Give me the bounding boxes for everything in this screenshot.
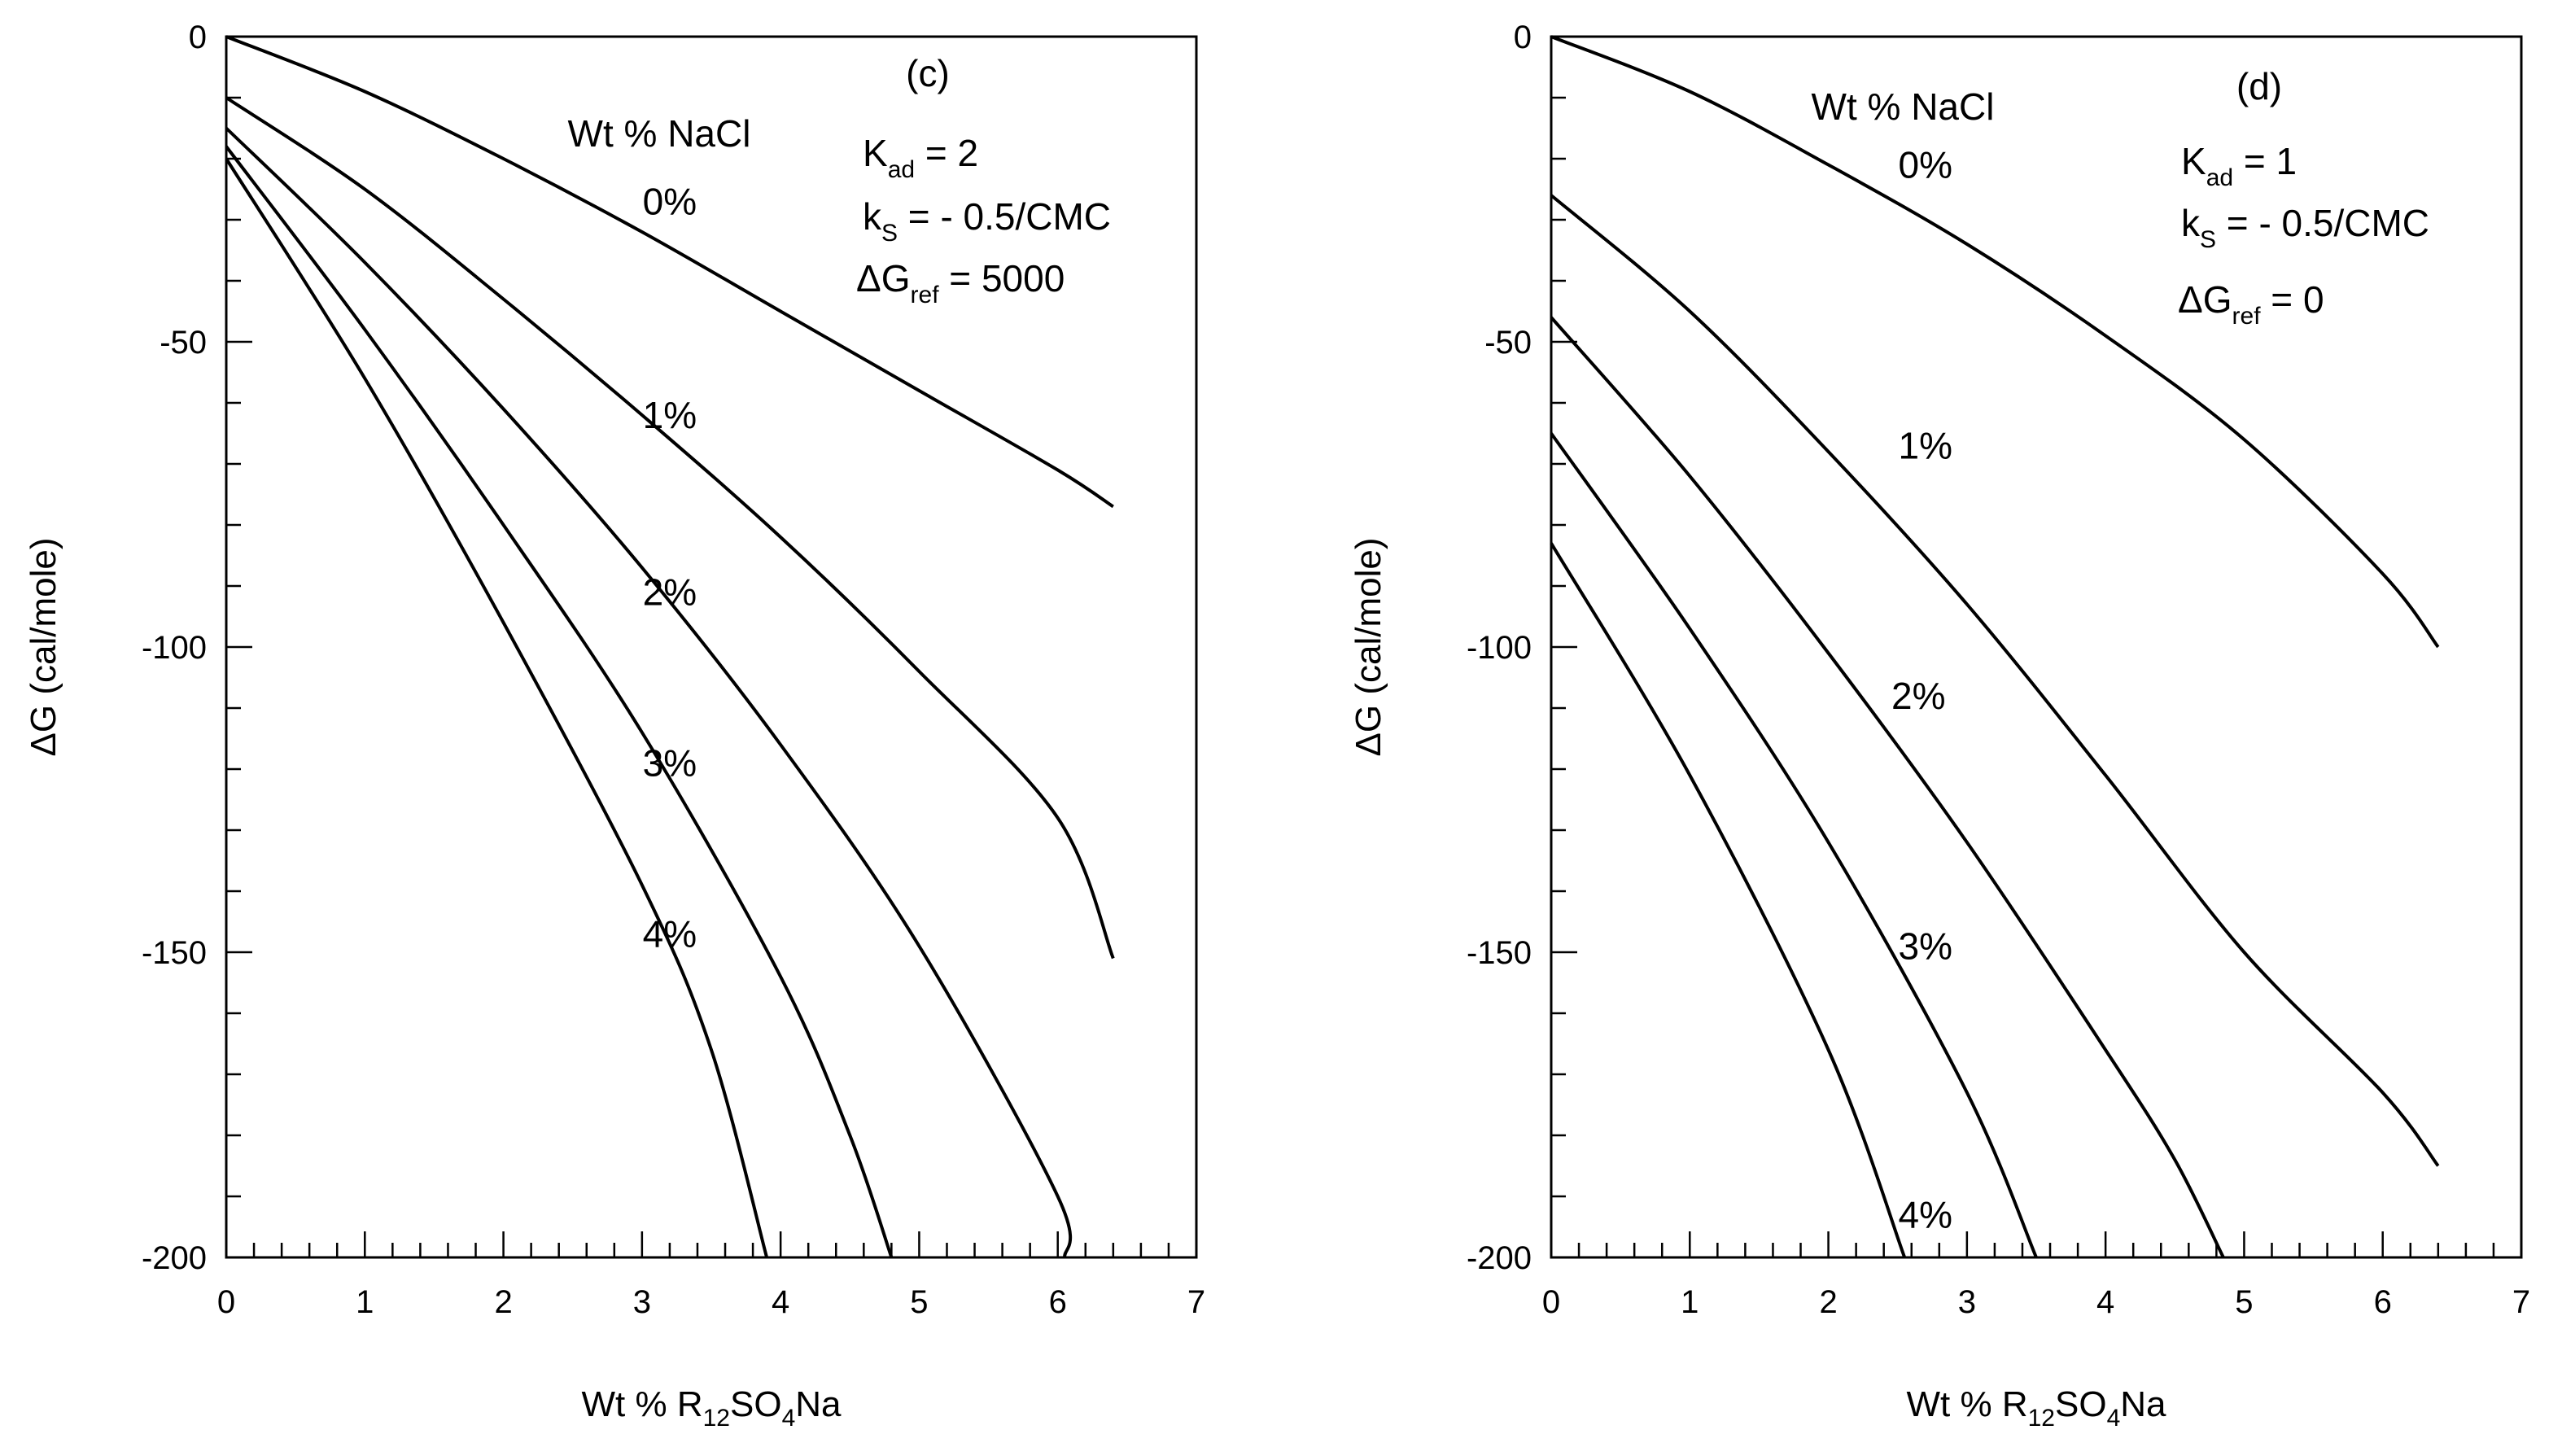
curve-label: 3% [643,742,697,785]
param-annotation: kS = - 0.5/CMC [863,195,1111,247]
x-tick-label: 6 [2374,1284,2392,1320]
x-tick-label: 3 [1958,1284,1976,1320]
series-line-3pct [225,145,894,1258]
series-line-4pct [225,157,769,1258]
y-axis-title: ΔG (cal/mole) [24,538,63,757]
x-axis-title-tail: Na [2120,1384,2166,1424]
param-value: = - 0.5/CMC [2216,202,2429,244]
x-tick-label: 0 [1542,1284,1560,1320]
legend-title: Wt % NaCl [1812,85,1995,128]
param-subscript: S [2200,226,2216,253]
series-line-3pct [1550,432,2038,1258]
curve-label: 4% [1899,1194,1952,1236]
param-value: = 1 [2233,140,2297,182]
series-line-0pct [1550,35,2440,649]
param-base: k [2181,202,2201,244]
curve-label: 2% [1891,675,1945,717]
param-annotation: ΔGref = 5000 [856,257,1065,308]
curve-label: 4% [643,913,697,955]
curve-label: 2% [643,571,697,614]
x-axis-title-mid: SO [730,1384,782,1424]
curve-label: 0% [643,181,697,223]
param-annotation: Kad = 1 [2181,140,2297,191]
y-tick-label: -100 [1467,630,1532,666]
param-base: K [2181,140,2206,182]
param-value: = 5000 [939,257,1065,300]
param-base: K [863,132,888,174]
param-subscript: S [881,220,898,247]
param-value: = 2 [915,132,978,174]
x-axis-title-main: Wt % R [582,1384,703,1424]
y-tick-label: -200 [1467,1240,1532,1276]
x-axis-title: Wt % R12SO4Na [582,1384,842,1432]
x-axis-title-sub: 4 [782,1405,796,1432]
param-base: k [863,195,882,238]
param-base: ΔG [856,257,911,300]
y-tick-label: -50 [1484,325,1532,361]
x-axis-title-sub: 12 [703,1405,730,1432]
param-annotation: kS = - 0.5/CMC [2181,202,2429,253]
x-axis-title-main: Wt % R [1907,1384,2028,1424]
x-axis-title-sub: 12 [2028,1405,2055,1432]
series-line-0pct [225,35,1114,509]
series-line-1pct [225,96,1115,960]
series-line-1pct [1550,194,2440,1167]
x-tick-label: 5 [2235,1284,2253,1320]
x-axis-title-mid: SO [2055,1384,2107,1424]
param-subscript: ad [2206,164,2233,191]
x-tick-label: 0 [217,1284,235,1320]
y-tick-label: -200 [142,1240,207,1276]
x-tick-label: 4 [2096,1284,2114,1320]
x-axis-title-tail: Na [795,1384,842,1424]
curve-label: 1% [643,394,697,436]
x-axis-title-sub: 4 [2107,1405,2121,1432]
x-axis-title: Wt % R12SO4Na [1907,1384,2167,1432]
x-tick-label: 1 [1681,1284,1699,1320]
param-value: = - 0.5/CMC [898,195,1111,238]
curve-label: 1% [1899,425,1952,467]
y-tick-label: 0 [189,20,207,55]
x-tick-label: 2 [494,1284,512,1320]
x-tick-label: 6 [1049,1284,1067,1320]
curve-label: 0% [1899,144,1952,186]
param-annotation: Kad = 2 [863,132,978,183]
panel-label: (c) [906,52,950,94]
param-value: = 0 [2261,278,2324,321]
legend-title: Wt % NaCl [568,112,751,155]
x-tick-label: 2 [1819,1284,1837,1320]
y-tick-label: -150 [142,935,207,971]
x-tick-label: 7 [1187,1284,1205,1320]
x-tick-label: 4 [772,1284,789,1320]
x-tick-label: 3 [633,1284,651,1320]
curve-label: 3% [1899,925,1952,968]
param-subscript: ref [911,282,940,308]
x-tick-label: 7 [2512,1284,2530,1320]
param-subscript: ad [888,156,915,183]
x-tick-label: 5 [910,1284,928,1320]
param-base: ΔG [2178,278,2232,321]
series-line-4pct [1550,542,1907,1258]
y-tick-label: -100 [142,630,207,666]
param-annotation: ΔGref = 0 [2178,278,2324,330]
y-tick-label: -50 [160,325,207,361]
y-tick-label: -150 [1467,935,1532,971]
x-tick-label: 1 [356,1284,374,1320]
y-axis-title: ΔG (cal/mole) [1349,538,1388,757]
param-subscript: ref [2232,303,2262,330]
panel-label: (d) [2236,65,2282,107]
series-line-2pct [1550,316,2225,1258]
y-tick-label: 0 [1514,20,1532,55]
series-line-2pct [225,127,1073,1258]
